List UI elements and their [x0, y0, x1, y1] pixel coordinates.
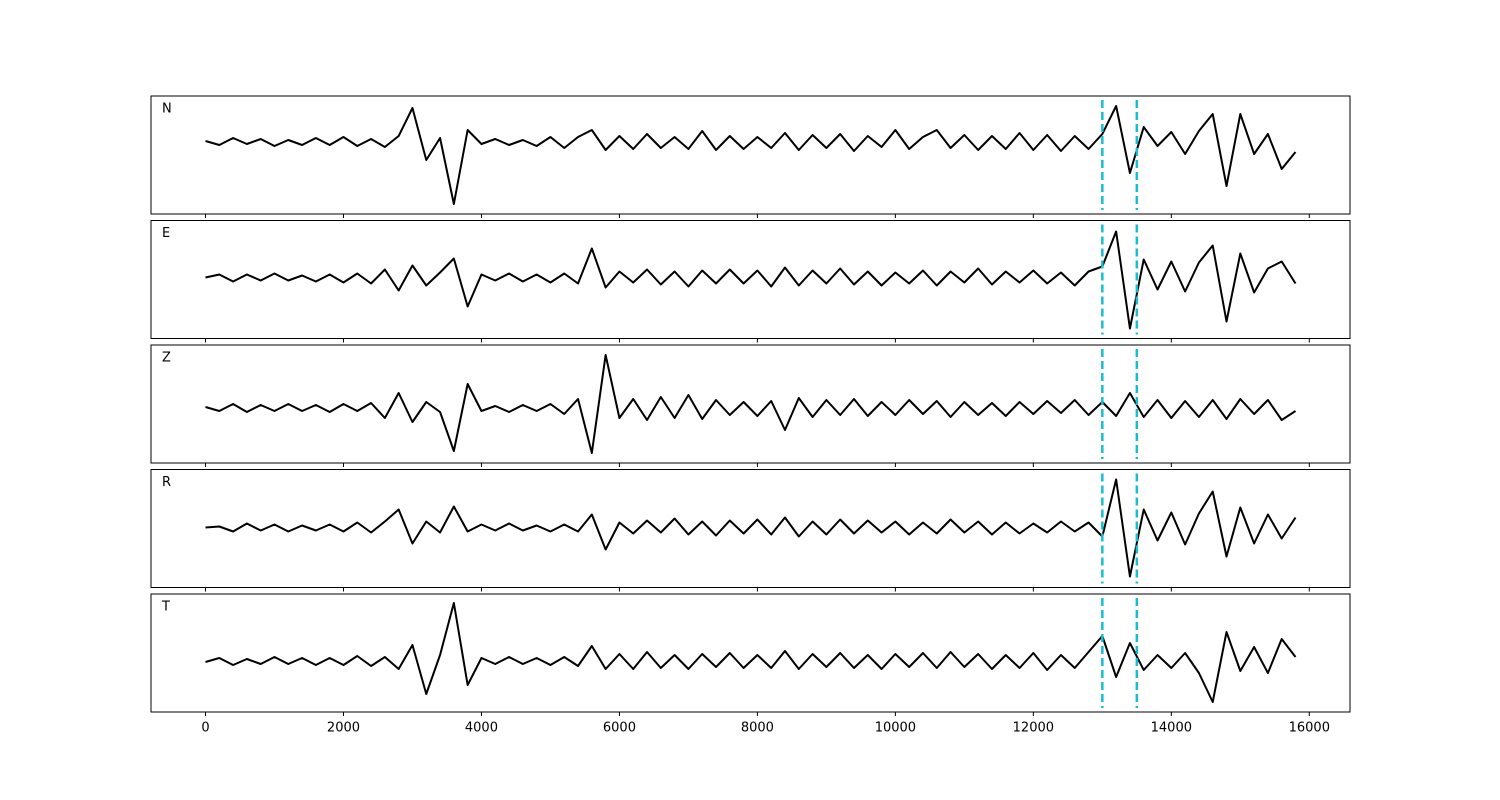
x-tick-label: 16000 [1289, 721, 1330, 736]
panel-label: R [162, 475, 171, 490]
trace [205, 105, 1297, 205]
x-tick-label: 4000 [465, 721, 498, 736]
x-tick-label: 8000 [741, 721, 774, 736]
panel-label: T [161, 600, 170, 615]
x-tick-label: 14000 [1151, 721, 1192, 736]
trace [205, 478, 1297, 578]
x-tick-label: 10000 [875, 721, 916, 736]
x-tick-label: 2000 [327, 721, 360, 736]
panel-frame [150, 469, 1351, 588]
panel-frame [150, 593, 1351, 713]
panel-frame [150, 344, 1351, 464]
panel-label: E [162, 226, 170, 241]
panel-frame [150, 95, 1351, 215]
panel-label: N [162, 102, 172, 117]
trace [205, 354, 1297, 454]
trace [205, 230, 1297, 330]
x-tick-label: 6000 [603, 721, 636, 736]
trace [205, 602, 1297, 703]
x-tick-label: 12000 [1013, 721, 1054, 736]
panel-frame [150, 220, 1351, 339]
x-tick-label: 0 [201, 721, 209, 736]
panel-label: Z [162, 351, 171, 366]
